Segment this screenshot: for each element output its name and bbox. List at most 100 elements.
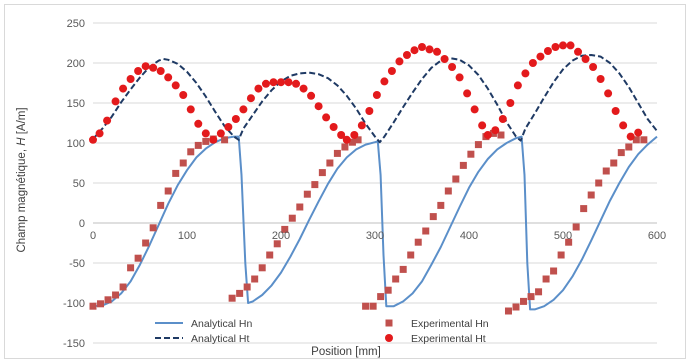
y-tick-label: 100 (67, 138, 85, 150)
point-experimental-ht (269, 78, 278, 87)
point-experimental-hn (89, 302, 97, 310)
chart-svg: -150 -100 -50 0 50 100 150 200 250 0 100 200 300 400 5… (16, 18, 666, 358)
point-experimental-hn (127, 264, 135, 272)
series-line-analytical-hn (92, 135, 658, 311)
point-experimental-ht (186, 105, 195, 114)
point-experimental-hn (602, 167, 610, 175)
point-experimental-hn (104, 296, 112, 304)
point-experimental-hn (369, 302, 377, 310)
y-axis-title-var: H (16, 137, 28, 146)
series-line-analytical-ht (92, 54, 658, 144)
x-tick-label: 100 (178, 230, 196, 242)
y-tick-label: 200 (67, 58, 85, 70)
point-experimental-ht (619, 121, 628, 130)
point-experimental-hn (119, 283, 127, 291)
y-tick-label: -100 (63, 298, 85, 310)
point-experimental-ht (433, 47, 442, 56)
point-experimental-ht (95, 129, 104, 138)
point-experimental-ht (425, 45, 434, 54)
point-experimental-hn (228, 294, 236, 302)
point-experimental-hn (384, 286, 392, 294)
point-experimental-hn (474, 141, 482, 149)
point-experimental-ht (463, 89, 472, 98)
x-tick-label: 600 (648, 230, 666, 242)
point-experimental-hn (625, 143, 633, 151)
y-axis-title: Champ magnétique, H [A/m] (16, 107, 28, 252)
point-experimental-hn (149, 224, 157, 232)
point-experimental-hn (610, 159, 618, 167)
point-experimental-hn (437, 201, 445, 209)
point-experimental-hn (134, 254, 142, 262)
legend-swatch-experimental-ht (385, 334, 393, 342)
point-experimental-ht (292, 79, 301, 88)
point-experimental-hn (341, 143, 349, 151)
point-experimental-hn (542, 275, 550, 283)
point-experimental-ht (455, 73, 464, 82)
point-experimental-hn (429, 213, 437, 221)
x-tick-label: 300 (366, 230, 384, 242)
point-experimental-hn (587, 191, 595, 199)
point-experimental-ht (402, 51, 411, 59)
point-experimental-hn (296, 203, 304, 211)
point-experimental-ht (329, 123, 338, 131)
point-experimental-ht (337, 131, 346, 139)
point-experimental-ht (141, 62, 150, 71)
y-tick-label: 250 (67, 18, 85, 30)
y-tick-label: -150 (63, 338, 85, 350)
legend-label-analytical-ht: Analytical Ht (191, 333, 249, 345)
point-experimental-hn (572, 223, 580, 231)
point-experimental-hn (422, 227, 430, 235)
point-experimental-ht (149, 63, 158, 72)
point-experimental-ht (201, 129, 210, 138)
point-experimental-ht (528, 59, 537, 67)
point-experimental-hn (452, 175, 460, 183)
point-experimental-ht (604, 89, 613, 98)
x-tick-label: 400 (460, 230, 478, 242)
point-experimental-ht (171, 81, 180, 90)
point-experimental-ht (307, 91, 316, 100)
legend: Analytical Hn Analytical Ht Experimental H… (155, 318, 489, 345)
point-experimental-ht (513, 81, 522, 90)
point-experimental-ht (103, 116, 112, 125)
point-experimental-ht (89, 135, 97, 144)
point-experimental-ht (634, 128, 643, 137)
point-experimental-hn (377, 293, 385, 301)
point-experimental-ht (380, 77, 389, 86)
point-experimental-hn (221, 136, 229, 144)
point-experimental-ht (299, 84, 308, 93)
point-experimental-ht (314, 102, 323, 111)
point-experimental-ht (566, 41, 575, 50)
point-experimental-hn (303, 190, 311, 198)
point-experimental-hn (187, 148, 195, 156)
y-axis-title-suffix: [A/m] (16, 107, 28, 137)
point-experimental-ht (134, 67, 143, 75)
point-experimental-ht (611, 107, 620, 115)
point-experimental-hn (557, 251, 565, 259)
point-experimental-hn (399, 265, 407, 273)
point-experimental-ht (551, 43, 560, 51)
point-experimental-hn (333, 149, 341, 157)
point-experimental-ht (574, 47, 583, 56)
point-experimental-hn (142, 239, 150, 247)
point-experimental-ht (498, 115, 507, 123)
y-tick-label: 0 (79, 218, 85, 230)
x-tick-label: 200 (272, 230, 290, 242)
point-experimental-ht (536, 52, 545, 61)
point-experimental-ht (156, 67, 165, 75)
point-experimental-hn (157, 201, 165, 209)
grid-layer (93, 22, 657, 344)
point-experimental-hn (243, 283, 251, 291)
point-experimental-hn (632, 136, 640, 144)
point-experimental-ht (581, 55, 590, 63)
point-experimental-ht (246, 94, 255, 103)
point-experimental-hn (273, 240, 281, 248)
point-experimental-ht (350, 131, 359, 139)
point-experimental-ht (365, 107, 374, 115)
point-experimental-ht (231, 115, 240, 123)
point-experimental-hn (164, 187, 172, 195)
point-experimental-ht (410, 46, 419, 55)
point-experimental-hn (311, 181, 319, 189)
point-experimental-hn (497, 131, 505, 139)
point-experimental-hn (550, 267, 558, 275)
point-experimental-ht (440, 55, 449, 63)
